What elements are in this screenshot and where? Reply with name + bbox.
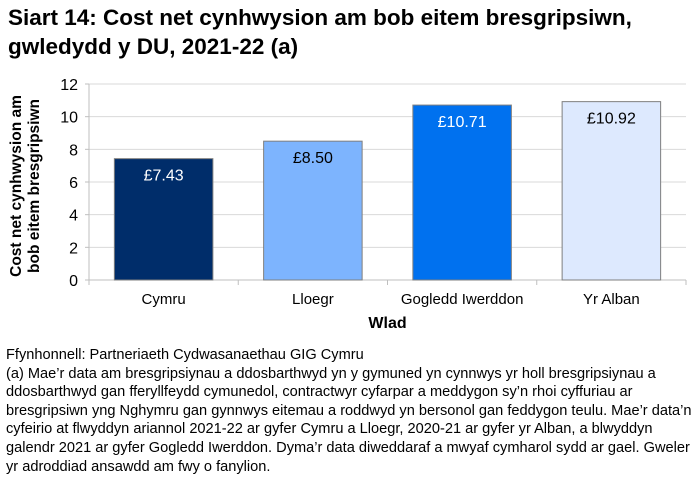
x-axis-title: Wlad [368, 315, 406, 332]
footnote: (a) Mae’r data am bresgripsiynau a ddosb… [6, 365, 692, 475]
bar-gogledd-iwerddon [412, 104, 512, 281]
data-label: £10.71 [438, 114, 487, 131]
y-axis-title: bob eitem bresgripsiwn [26, 99, 43, 273]
data-label: £7.43 [144, 168, 184, 185]
y-tick-label: 12 [60, 77, 78, 94]
chart-title: Siart 14: Cost net cynhwysion am bob eit… [8, 5, 632, 59]
bar-lloegr [263, 140, 363, 281]
y-tick-label: 8 [69, 142, 78, 159]
x-tick-label: Cymru [142, 291, 186, 308]
x-tick-label: Gogledd Iwerddon [401, 291, 524, 308]
y-tick-label: 4 [69, 208, 78, 225]
bar-yr-alban [561, 101, 662, 281]
x-tick-label: Yr Alban [583, 291, 640, 308]
source-note: Ffynhonnell: Partneriaeth Cydwasanaethau… [6, 347, 364, 363]
x-tick-label: Lloegr [292, 291, 334, 308]
y-axis-title: Cost net cynhwysion am [8, 95, 25, 277]
y-tick-label: 10 [60, 110, 78, 127]
data-label: £8.50 [293, 150, 333, 167]
y-tick-label: 2 [69, 240, 78, 257]
bar-cymru [113, 158, 214, 281]
data-label: £10.92 [587, 111, 636, 128]
y-tick-label: 0 [69, 273, 78, 290]
y-tick-label: 6 [69, 175, 78, 192]
chart-notes: Ffynhonnell: Partneriaeth Cydwasanaethau… [6, 346, 696, 476]
